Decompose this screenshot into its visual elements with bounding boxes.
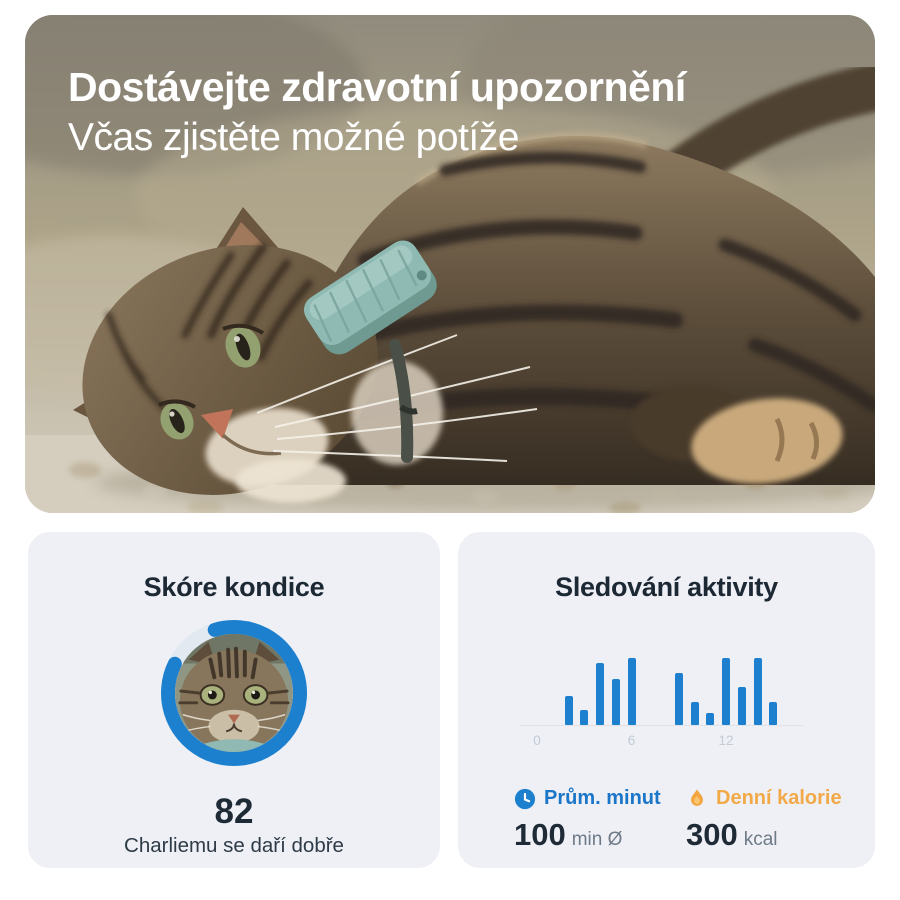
fitness-score-card: Skóre kondice [28, 532, 440, 868]
activity-bar-chart [520, 658, 803, 725]
activity-bar [564, 696, 573, 725]
activity-bar [753, 658, 762, 725]
ring-progress [161, 620, 307, 766]
fitness-card-title: Skóre kondice [143, 572, 325, 602]
activity-bar [706, 713, 715, 725]
pet-avatar [175, 634, 293, 752]
x-tick-label: 0 [533, 733, 541, 748]
stat-minutes-value-row: 100 min Ø [514, 817, 661, 853]
stat-daily-calories: Denní kalorie 300 kcal [686, 787, 842, 853]
fitness-score-caption: Charliemu se daří dobře [124, 834, 344, 857]
progress-ring [161, 620, 307, 766]
hero-photo: Dostávejte zdravotní upozornění Včas zji… [25, 15, 875, 513]
hero-text-block: Dostávejte zdravotní upozornění Včas zji… [68, 63, 686, 161]
stat-minutes-unit: min Ø [571, 829, 623, 850]
fitness-score-value: 82 [214, 792, 254, 831]
activity-tracking-card: Sledování aktivity 0 6 12 Prům. minut 100 m… [458, 532, 875, 868]
activity-bar [611, 679, 620, 725]
flame-icon [691, 788, 703, 806]
x-tick-label: 12 [718, 733, 734, 748]
chart-x-tick-labels: 0 6 12 [520, 733, 803, 751]
stat-calories-value: 300 [686, 817, 738, 852]
hero-subtitle: Včas zjistěte možné potíže [68, 116, 519, 160]
activity-bar [674, 673, 683, 725]
stat-minutes-label-row: Prům. minut [514, 787, 661, 810]
x-tick-label: 6 [627, 733, 636, 748]
activity-bar [596, 663, 604, 725]
activity-bar [769, 702, 778, 725]
stat-average-minutes: Prům. minut 100 min Ø [514, 787, 661, 853]
hero-title: Dostávejte zdravotní upozornění [68, 64, 686, 110]
stat-calories-label-row: Denní kalorie [686, 787, 842, 810]
activity-card-title: Sledování aktivity [555, 572, 778, 602]
cat-photo-illustration [25, 15, 875, 513]
stat-minutes-value: 100 [514, 817, 566, 852]
clock-icon [514, 788, 536, 809]
stat-minutes-label: Prům. minut [544, 787, 661, 809]
chart-x-axis [520, 725, 803, 726]
stat-calories-label: Denní kalorie [716, 787, 842, 809]
stat-calories-unit: kcal [743, 829, 778, 850]
activity-bar [580, 710, 589, 725]
activity-bar [690, 702, 699, 725]
gps-tracker [304, 240, 437, 355]
pet-avatar-illustration [175, 634, 293, 752]
activity-bar [737, 687, 746, 725]
activity-bar [627, 658, 636, 725]
fitness-ring [152, 611, 316, 775]
stat-calories-value-row: 300 kcal [686, 817, 842, 853]
activity-bar [722, 658, 730, 725]
